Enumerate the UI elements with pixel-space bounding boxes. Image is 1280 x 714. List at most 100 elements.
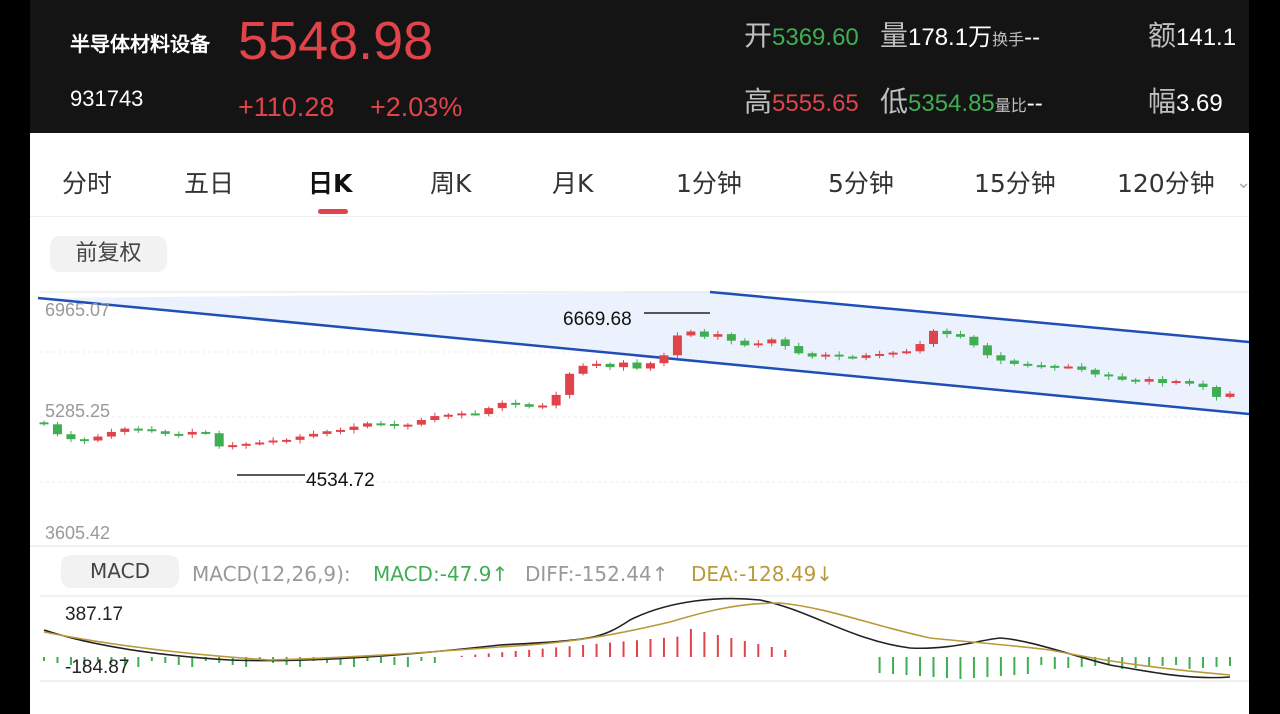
- amount-value: 141.1: [1176, 24, 1237, 51]
- candle-body: [484, 408, 494, 415]
- candle-body: [160, 431, 170, 434]
- candle-body: [565, 373, 575, 395]
- macd-histogram: [43, 629, 1231, 679]
- candle-body: [187, 431, 197, 435]
- low-label: 低: [880, 85, 909, 118]
- candle-body: [538, 405, 548, 408]
- candle-body: [780, 339, 790, 347]
- candle-body: [740, 340, 750, 346]
- candle-body: [619, 362, 629, 368]
- volume-stat: 量178.1万换手--: [880, 14, 1040, 54]
- tab-five-day[interactable]: 五日: [184, 169, 235, 198]
- tab-intraday[interactable]: 分时: [62, 169, 113, 198]
- candle-body: [497, 402, 507, 409]
- candle-body: [726, 334, 736, 341]
- candle-body: [93, 436, 103, 441]
- candle-body: [1225, 393, 1235, 397]
- dea-line: [43, 602, 1231, 676]
- tab-120min[interactable]: 120分钟: [1117, 169, 1215, 198]
- candle-body: [645, 363, 655, 369]
- tab-weekly-k[interactable]: 周K: [430, 169, 472, 198]
- candle-body: [686, 331, 696, 336]
- candle-body: [848, 356, 858, 359]
- adjust-button[interactable]: 前复权: [50, 236, 167, 272]
- candle-body: [457, 413, 467, 416]
- candle-body: [443, 414, 453, 417]
- candle-body: [389, 423, 399, 426]
- amplitude-value: 3.69: [1176, 90, 1223, 117]
- index-code: 931743: [70, 86, 144, 111]
- open-label: 开: [744, 19, 773, 52]
- candle-body: [1144, 379, 1154, 382]
- candles: [39, 328, 1235, 450]
- candle-body: [821, 354, 831, 357]
- macd-axis-top: 387.17: [65, 604, 124, 625]
- period-tabs: 分时 五日 日K 周K 月K 1分钟 5分钟 15分钟 120分钟 ⌄: [30, 148, 1249, 217]
- candle-body: [699, 331, 709, 337]
- max-annotation: 6669.68: [563, 309, 632, 330]
- tab-15min[interactable]: 15分钟: [974, 169, 1056, 198]
- low-value: 5354.85: [908, 90, 995, 117]
- open-stat: 开5369.60: [744, 14, 859, 54]
- candle-body: [1063, 366, 1073, 369]
- candle-body: [1090, 369, 1100, 375]
- candle-body: [605, 363, 615, 368]
- tab-1min[interactable]: 1分钟: [676, 169, 742, 198]
- volratio-label: 量比: [994, 96, 1027, 115]
- macd-button[interactable]: MACD: [61, 555, 179, 588]
- dea-value: DEA:-128.49↓: [691, 562, 834, 586]
- candle-body: [362, 423, 372, 427]
- candle-body: [1185, 381, 1195, 384]
- tab-daily-k[interactable]: 日K: [308, 169, 353, 198]
- candle-body: [470, 413, 480, 416]
- candle-body: [753, 343, 763, 346]
- candle-body: [996, 355, 1006, 361]
- candle-body: [551, 394, 561, 406]
- candle-body: [861, 355, 871, 358]
- candle-body: [349, 426, 359, 430]
- candle-body: [1171, 381, 1181, 384]
- candle-body: [969, 336, 979, 346]
- amount-stat: 额141.1: [1148, 14, 1236, 54]
- candle-body: [214, 433, 224, 447]
- candle-body: [295, 436, 305, 440]
- candle-body: [1104, 374, 1114, 377]
- macd-axis-bottom: -184.87: [65, 657, 130, 678]
- candle-body: [511, 402, 521, 405]
- diff-value: DIFF:-152.44↑: [525, 562, 669, 586]
- price-axis-mid: 5285.25: [45, 401, 111, 421]
- candle-body: [282, 439, 292, 442]
- price-axis-top: 6965.07: [45, 300, 111, 320]
- candle-body: [672, 335, 682, 356]
- candle-body: [309, 433, 319, 437]
- low-stat: 低5354.85量比--: [880, 80, 1043, 120]
- tab-5min[interactable]: 5分钟: [828, 169, 894, 198]
- candle-body: [1198, 383, 1208, 387]
- price-axis-bottom: 3605.42: [45, 523, 111, 543]
- candle-body: [902, 351, 912, 354]
- channel-lower-line: [37, 296, 1249, 416]
- candle-body: [1009, 360, 1019, 364]
- min-annotation: 4534.72: [306, 470, 375, 491]
- candle-body: [201, 431, 211, 434]
- chevron-down-icon[interactable]: ⌄: [1236, 172, 1249, 193]
- macd-params: MACD(12,26,9):: [192, 562, 351, 586]
- candle-body: [120, 428, 130, 432]
- candle-body: [336, 429, 345, 432]
- candle-body: [1117, 376, 1127, 380]
- candle-body: [578, 365, 588, 374]
- candle-body: [1050, 365, 1060, 368]
- channel-fill: [38, 292, 1249, 414]
- macd-value: MACD:-47.9↑: [373, 562, 509, 586]
- candle-body: [79, 439, 89, 442]
- candle-body: [915, 344, 925, 352]
- volratio-value: --: [1026, 90, 1043, 117]
- candle-body: [807, 353, 817, 357]
- candle-body: [929, 330, 938, 345]
- candle-body: [228, 445, 238, 448]
- candle-body: [524, 404, 534, 407]
- amplitude-stat: 幅3.69: [1148, 80, 1223, 120]
- candle-body: [632, 362, 642, 369]
- candle-body: [241, 443, 251, 446]
- tab-monthly-k[interactable]: 月K: [552, 169, 594, 198]
